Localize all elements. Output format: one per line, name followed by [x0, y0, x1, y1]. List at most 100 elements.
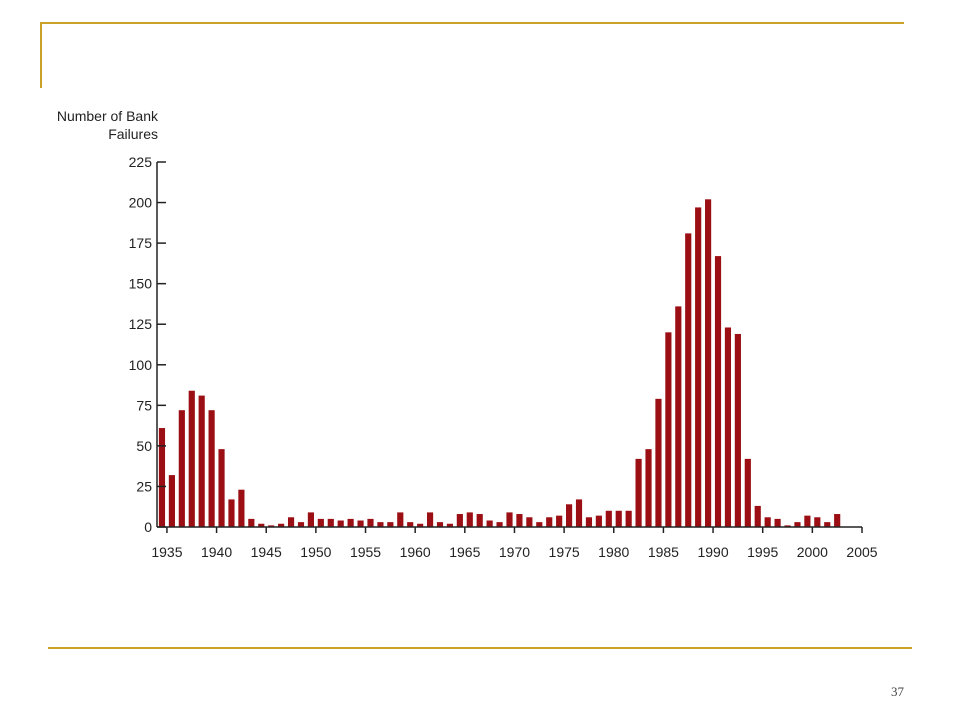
bar-1978: [595, 515, 602, 527]
bar-1999: [804, 515, 811, 527]
bar-2000: [814, 517, 821, 527]
bar-1942: [238, 489, 245, 527]
x-tick-label-1940: 1940: [201, 544, 232, 560]
bar-1967: [486, 520, 493, 527]
bar-2002: [834, 514, 841, 527]
bar-1937: [188, 390, 195, 527]
bar-1969: [506, 512, 513, 527]
bar-1984: [655, 398, 662, 527]
y-tick-label-0: 0: [144, 519, 152, 535]
x-tick-label-1970: 1970: [499, 544, 530, 560]
bar-1950: [317, 518, 324, 527]
y-tick-label-200: 200: [129, 195, 153, 211]
y-tick-label-100: 100: [129, 357, 153, 373]
bar-1962: [436, 522, 444, 527]
bar-2001: [824, 522, 831, 527]
bar-1954: [357, 520, 364, 527]
bar-1945: [268, 525, 275, 527]
bar-1980: [615, 510, 622, 527]
bar-1985: [665, 332, 672, 527]
page-number: 37: [891, 684, 904, 699]
bar-1989: [705, 199, 712, 527]
bar-1956: [377, 522, 384, 527]
bar-1994: [754, 505, 761, 527]
bar-1970: [516, 514, 523, 527]
bar-1960: [417, 523, 424, 527]
bar-1940: [218, 449, 225, 527]
bar-1987: [685, 233, 692, 527]
bar-1947: [287, 517, 295, 527]
y-tick-label-225: 225: [129, 154, 153, 170]
y-tick-label-175: 175: [129, 235, 153, 251]
x-tick-label-1980: 1980: [598, 544, 629, 560]
x-tick-label-2005: 2005: [846, 544, 877, 560]
bar-1975: [566, 504, 573, 527]
bar-1979: [605, 510, 612, 527]
y-tick-label-75: 75: [136, 397, 152, 413]
bar-1936: [178, 410, 185, 527]
bar-1966: [476, 514, 483, 527]
frame-left-rule: [40, 22, 42, 88]
y-axis-label-line1: Number of Bank: [56, 108, 158, 124]
bar-1955: [367, 518, 374, 527]
bar-1951: [327, 518, 334, 527]
bar-1935: [168, 475, 175, 527]
bar-1977: [585, 517, 593, 527]
bar-1992: [734, 333, 741, 527]
bar-1981: [625, 510, 632, 527]
bar-1946: [278, 523, 285, 527]
bar-1991: [724, 327, 732, 527]
x-tick-label-1990: 1990: [697, 544, 728, 560]
x-tick-label-1965: 1965: [449, 544, 480, 560]
bar-1974: [556, 515, 563, 527]
bar-1973: [546, 517, 553, 527]
x-tick-label-1985: 1985: [648, 544, 679, 560]
bar-1965: [466, 512, 473, 527]
bar-1998: [794, 522, 801, 527]
bar-1988: [695, 207, 702, 528]
bar-1944: [258, 523, 265, 527]
y-tick-label-50: 50: [136, 438, 152, 454]
y-tick-label-125: 125: [129, 316, 153, 332]
y-tick-label-150: 150: [129, 276, 153, 292]
y-axis-label: Number of Bank Failures: [38, 107, 158, 143]
bar-1941: [228, 499, 235, 527]
bar-1961: [426, 512, 434, 527]
bar-1993: [744, 458, 751, 527]
bar-1964: [456, 514, 463, 527]
frame-bottom-rule: [48, 647, 912, 649]
bar-1971: [526, 517, 533, 527]
bar-1939: [208, 410, 215, 527]
x-tick-label-1945: 1945: [251, 544, 282, 560]
frame-top-rule: [40, 22, 904, 24]
bar-1997: [784, 525, 791, 527]
bar-1990: [714, 256, 722, 527]
y-tick-label-25: 25: [136, 478, 152, 494]
x-tick-label-1935: 1935: [151, 544, 182, 560]
x-tick-label-1975: 1975: [549, 544, 580, 560]
y-axis-label-line2: Failures: [108, 126, 158, 142]
x-tick-label-1950: 1950: [300, 544, 331, 560]
bar-1996: [774, 518, 781, 527]
bar-1952: [337, 520, 344, 527]
bar-1976: [575, 499, 583, 527]
x-tick-label-2000: 2000: [797, 544, 828, 560]
bar-1948: [297, 522, 305, 527]
bar-1953: [347, 518, 354, 527]
bar-1983: [645, 449, 652, 527]
bar-1963: [446, 523, 453, 527]
bar-1968: [496, 522, 503, 527]
bar-1934: [158, 428, 166, 527]
bar-1949: [307, 512, 314, 527]
bar-1982: [635, 458, 642, 527]
bar-1943: [248, 518, 255, 527]
bar-1995: [764, 517, 771, 527]
bar-1958: [397, 512, 404, 527]
bar-1972: [536, 522, 543, 527]
bar-1986: [675, 306, 682, 527]
x-tick-label-1955: 1955: [350, 544, 381, 560]
bar-1957: [387, 522, 394, 527]
bar-1959: [407, 522, 414, 527]
x-tick-label-1995: 1995: [747, 544, 778, 560]
